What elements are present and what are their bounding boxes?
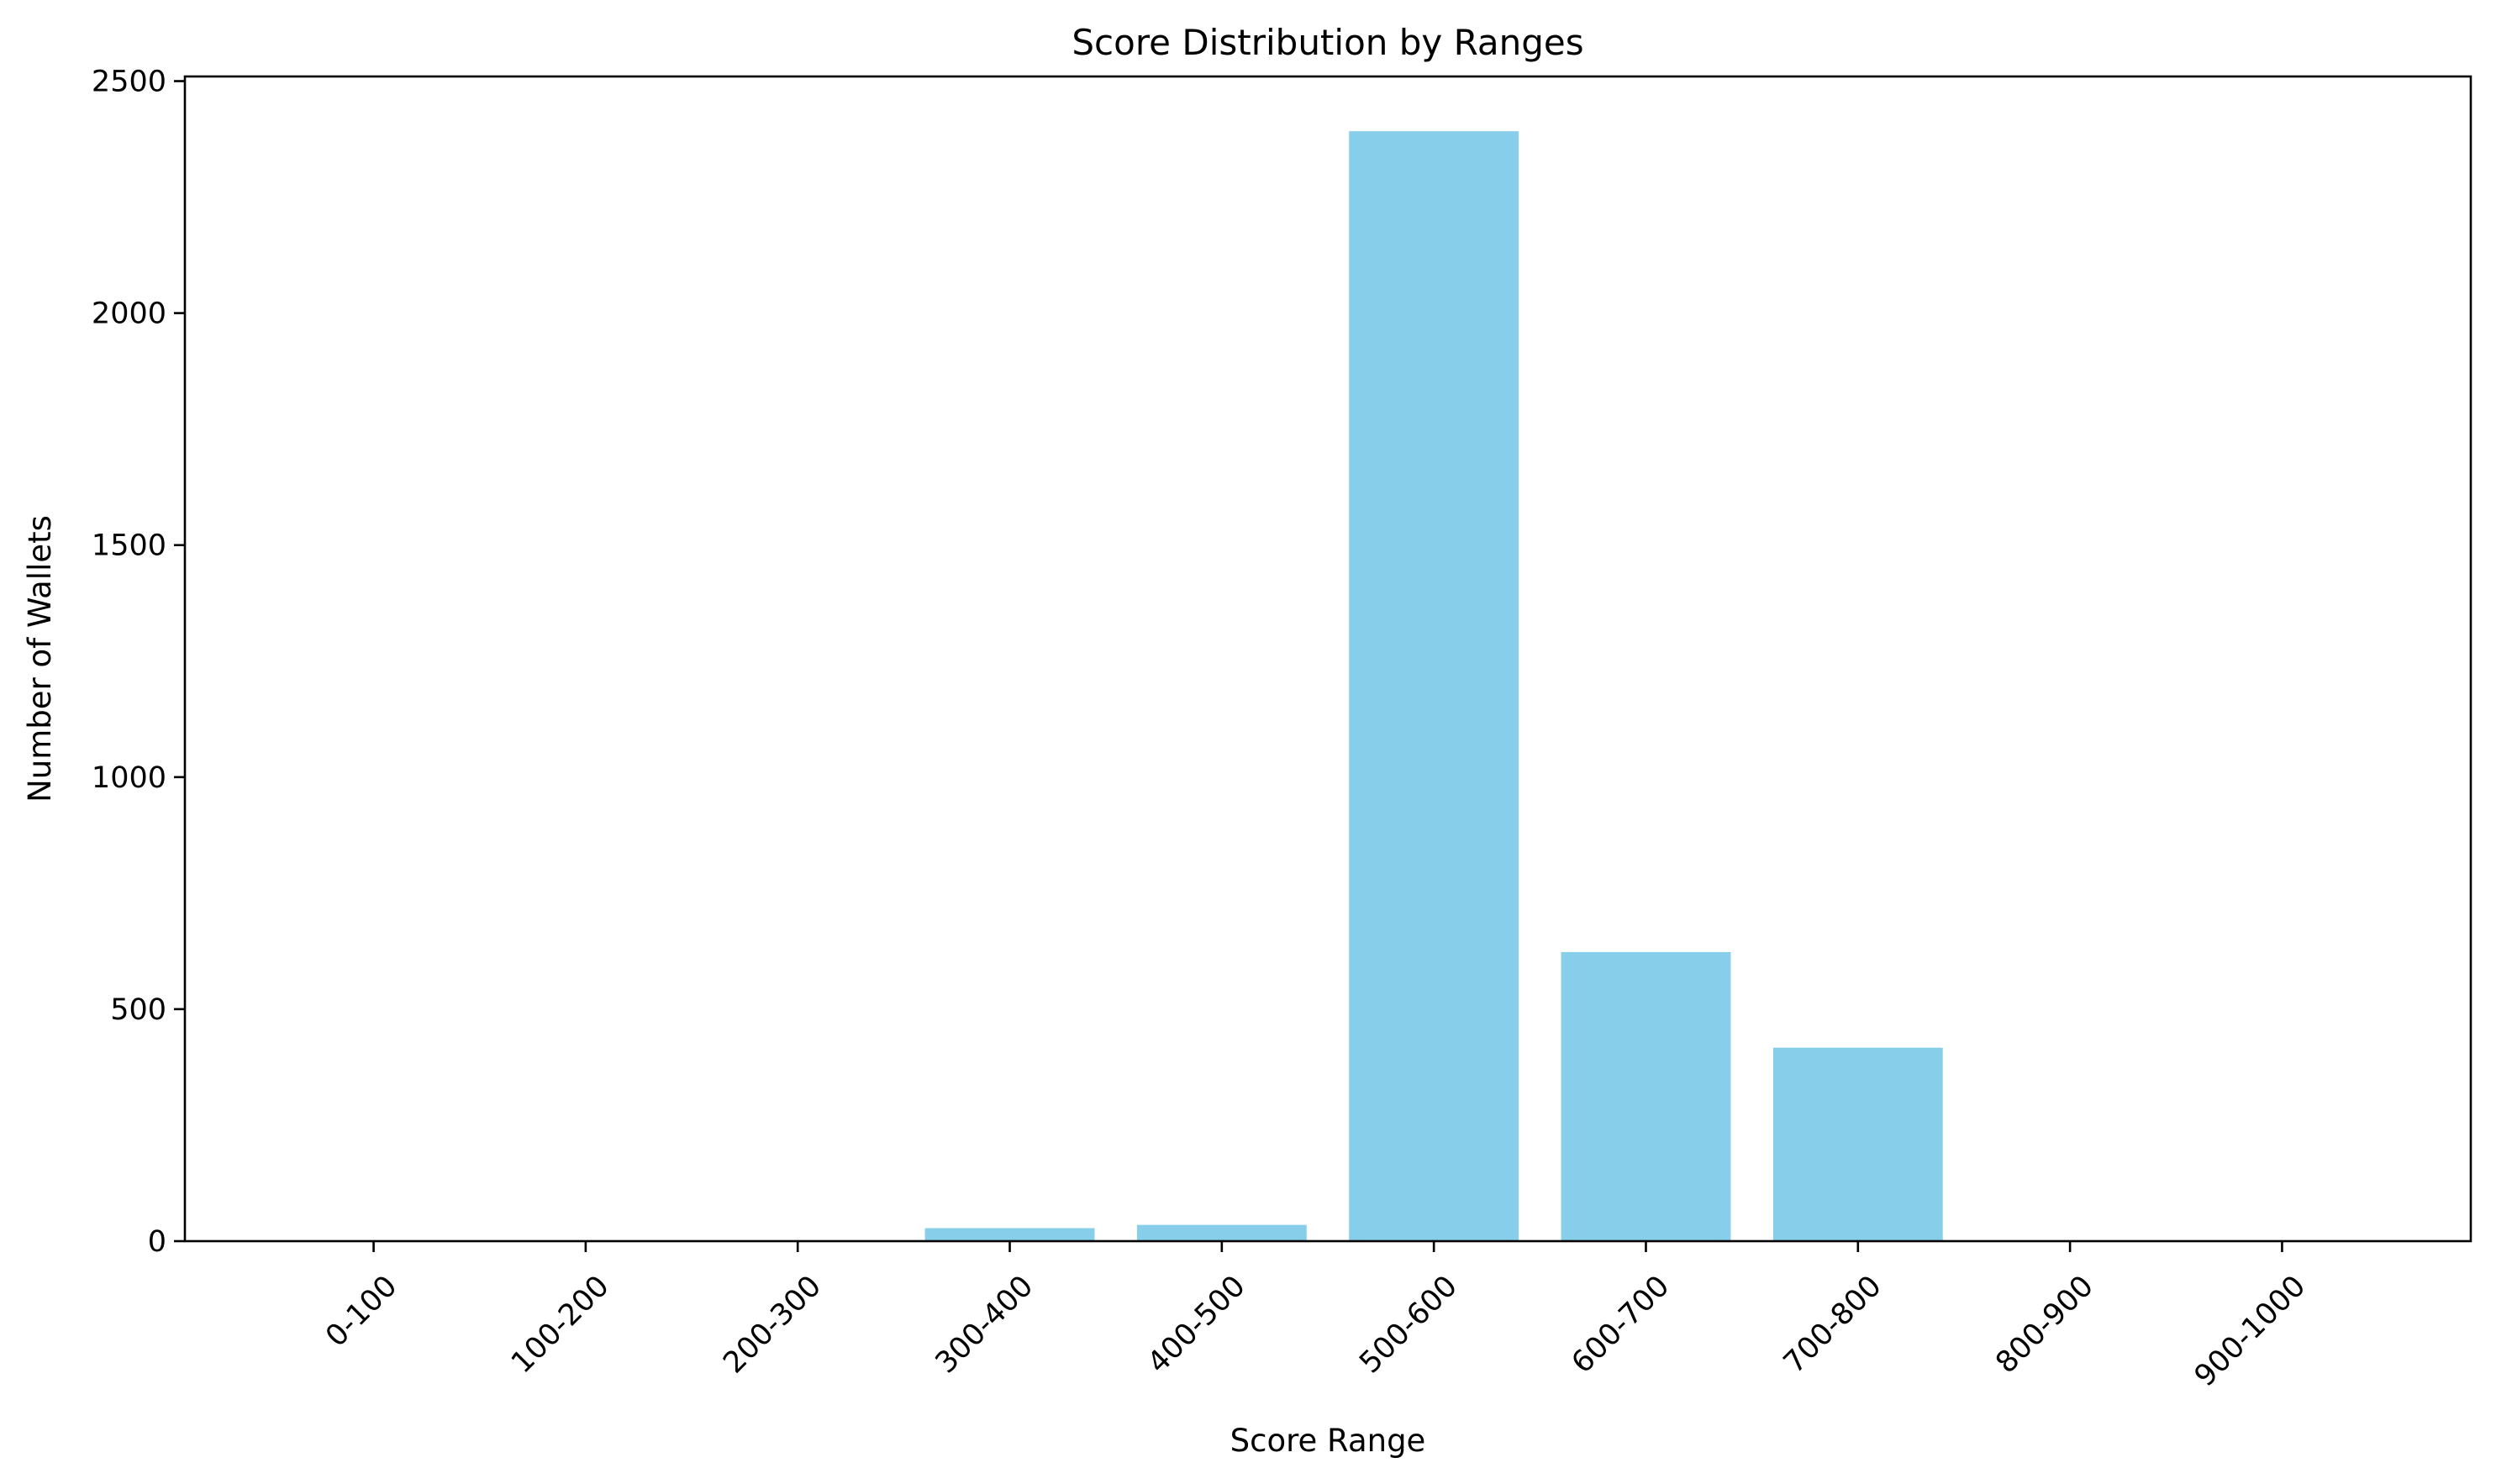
y-tick-label: 500 [110, 993, 166, 1027]
bar-500-600 [1349, 131, 1519, 1241]
plot-frame [183, 75, 2472, 1243]
y-tick-label: 2500 [92, 66, 166, 99]
chart-title: Score Distribution by Ranges [1072, 22, 1583, 63]
y-tick-label: 2000 [92, 297, 166, 331]
bar-300-400 [924, 1228, 1095, 1241]
y-tick-label: 1500 [92, 529, 166, 563]
bar-400-500 [1136, 1224, 1307, 1241]
y-axis-ticks: 0 500 1000 1500 2000 2500 [92, 66, 185, 1259]
x-axis-label: Score Range [1230, 1423, 1426, 1459]
bar-700-800 [1772, 1047, 1943, 1241]
bar-600-700 [1561, 951, 1731, 1241]
y-tick-label: 1000 [92, 761, 166, 795]
bars-group [924, 131, 1943, 1241]
y-tick-label: 0 [148, 1225, 166, 1259]
y-axis-label: Number of Wallets [22, 515, 58, 803]
